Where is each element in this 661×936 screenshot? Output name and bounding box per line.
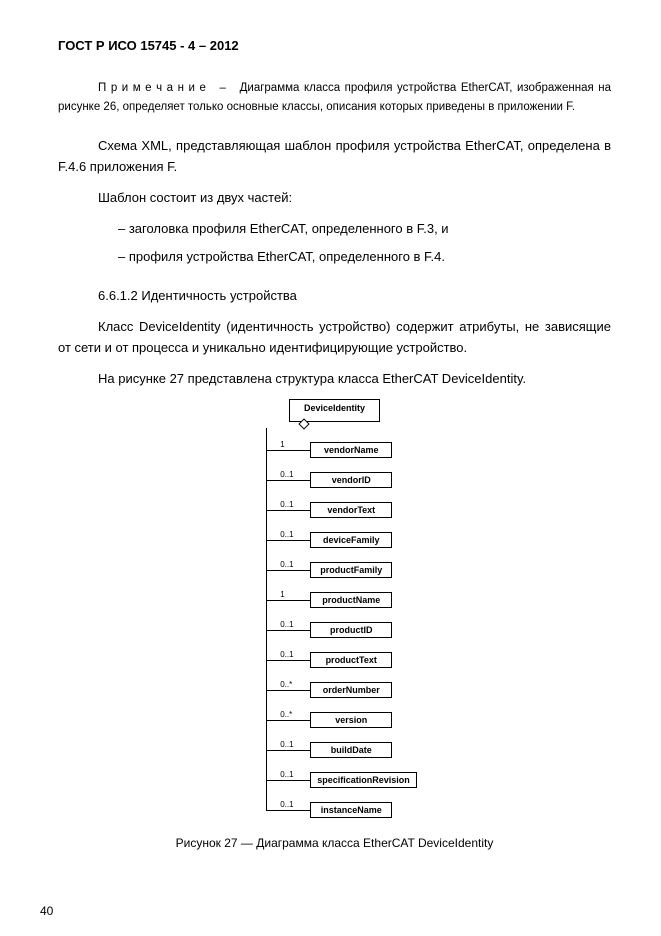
uml-hline [266,660,310,661]
uml-hline [266,450,310,451]
uml-connector: 0..1 [252,548,310,578]
uml-child-row: 0..* version [252,698,417,728]
uml-connector: 1 [252,578,310,608]
uml-hline [266,690,310,691]
page-number: 40 [40,904,53,918]
uml-connector: 0..1 [252,758,310,788]
uml-hline [266,480,310,481]
uml-child-row: 0..1 vendorID [252,458,417,488]
uml-hline [266,510,310,511]
uml-child-class: productFamily [310,562,392,578]
uml-child-row: 0..1 productText [252,638,417,668]
uml-multiplicity: 0..1 [280,470,293,479]
uml-multiplicity: 0..1 [280,500,293,509]
uml-connector: 0..1 [252,638,310,668]
section-heading: 6.6.1.2 Идентичность устройства [58,286,611,307]
para-deviceidentity-desc: Класс DeviceIdentity (идентичность устро… [58,317,611,359]
uml-child-class: productID [310,622,392,638]
uml-child-class: vendorName [310,442,392,458]
note-label: П р и м е ч а н и е [98,82,206,94]
uml-child-class: vendorText [310,502,392,518]
uml-child-class: vendorID [310,472,392,488]
uml-connector: 0..* [252,698,310,728]
uml-child-row: 0..1 buildDate [252,728,417,758]
uml-root-class: DeviceIdentity [289,399,380,422]
uml-multiplicity: 1 [280,440,284,449]
uml-diagram: DeviceIdentity 1vendorName0..1vendorID0.… [235,399,435,818]
para-figure-ref: На рисунке 27 представлена структура кла… [58,369,611,390]
para-template-parts: Шаблон состоит из двух частей: [58,188,611,209]
uml-child-row: 0..1 deviceFamily [252,518,417,548]
uml-child-row: 0..1 productFamily [252,548,417,578]
figure-caption: Рисунок 27 — Диаграмма класса EtherCAT D… [58,836,611,850]
uml-child-row: 0..1 specificationRevision [252,758,417,788]
uml-child-class: buildDate [310,742,392,758]
uml-connector: 0..* [252,668,310,698]
note-sep: – [220,82,226,94]
uml-connector: 0..1 [252,458,310,488]
uml-child-class: instanceName [310,802,392,818]
uml-multiplicity: 1 [280,590,284,599]
uml-hline [266,810,310,811]
uml-connector: 0..1 [252,608,310,638]
para-xml-schema: Схема XML, представляющая шаблон профиля… [58,136,611,178]
uml-child-row: 1 productName [252,578,417,608]
uml-child-row: 0..1 productID [252,608,417,638]
uml-connector: 0..1 [252,728,310,758]
uml-hline [266,540,310,541]
uml-hline [266,570,310,571]
uml-multiplicity: 0..* [280,680,292,689]
uml-multiplicity: 0..1 [280,740,293,749]
uml-child-row: 0..* orderNumber [252,668,417,698]
uml-connector: 0..1 [252,518,310,548]
doc-header: ГОСТ Р ИСО 15745 - 4 – 2012 [58,38,611,53]
uml-multiplicity: 0..1 [280,560,293,569]
uml-multiplicity: 0..1 [280,650,293,659]
uml-connector: 0..1 [252,488,310,518]
uml-multiplicity: 0..1 [280,530,293,539]
uml-hline [266,780,310,781]
uml-child-row: 1 vendorName [252,428,417,458]
uml-multiplicity: 0..1 [280,620,293,629]
uml-hline [266,600,310,601]
uml-multiplicity: 0..* [280,710,292,719]
uml-hline [266,630,310,631]
uml-child-class: version [310,712,392,728]
note-paragraph: П р и м е ч а н и е – Диаграмма класса п… [58,79,611,116]
uml-connector: 1 [252,428,310,458]
uml-child-class: productName [310,592,392,608]
bullet-item: – профиля устройства EtherCAT, определен… [58,247,611,268]
uml-children-container: 1vendorName0..1vendorID0..1vendorText0..… [252,428,417,818]
uml-child-class: specificationRevision [310,772,417,788]
uml-child-class: deviceFamily [310,532,392,548]
uml-root-label: DeviceIdentity [304,403,365,413]
uml-child-class: orderNumber [310,682,392,698]
uml-multiplicity: 0..1 [280,770,293,779]
uml-multiplicity: 0..1 [280,800,293,809]
uml-child-row: 0..1 instanceName [252,788,417,818]
uml-hline [266,720,310,721]
uml-child-class: productText [310,652,392,668]
uml-child-row: 0..1 vendorText [252,488,417,518]
bullet-item: – заголовка профиля EtherCAT, определенн… [58,219,611,240]
uml-hline [266,750,310,751]
uml-connector: 0..1 [252,788,310,818]
